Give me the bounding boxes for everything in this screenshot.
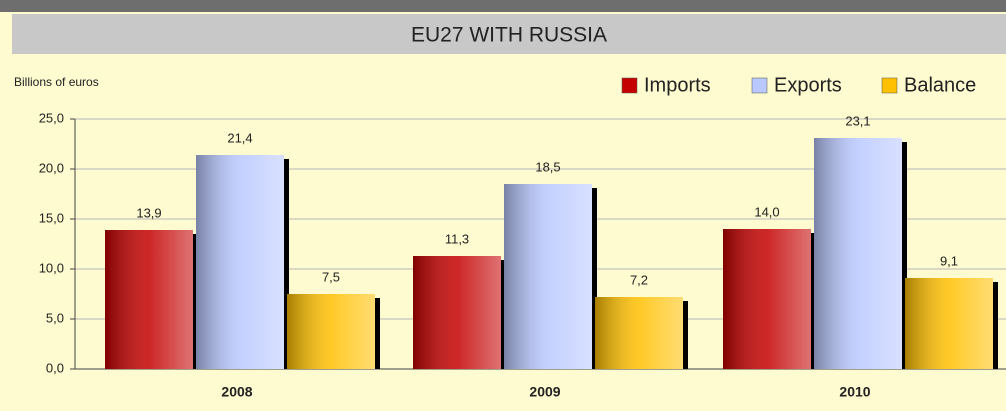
legend-label: Imports	[644, 74, 711, 96]
bar-shine	[814, 138, 902, 369]
bar-shadow	[993, 282, 998, 369]
y-tick-label: 15,0	[39, 210, 64, 225]
y-axis-label: Billions of euros	[14, 75, 99, 89]
value-label: 9,1	[940, 253, 958, 268]
legend-label: Balance	[904, 74, 976, 96]
bar-shine	[723, 229, 811, 369]
bar-shadow	[193, 234, 198, 369]
bar-shadow	[902, 142, 907, 369]
bar-shadow	[501, 260, 506, 369]
x-tick-label: 2008	[221, 384, 252, 400]
x-tick-label: 2009	[529, 384, 560, 400]
bar-shine	[196, 155, 284, 369]
value-label: 11,3	[445, 231, 469, 246]
bar-shine	[413, 256, 501, 369]
bar-shadow	[683, 301, 688, 369]
y-tick-label: 10,0	[39, 260, 64, 275]
legend-marker	[621, 77, 638, 94]
value-label: 18,5	[535, 159, 560, 174]
bar-shadow	[375, 298, 380, 369]
value-label: 23,1	[845, 113, 870, 128]
bar-shadow	[284, 159, 289, 369]
bar-shine	[287, 294, 375, 369]
value-label: 7,2	[630, 272, 648, 287]
value-label: 21,4	[227, 130, 252, 145]
value-label: 13,9	[136, 205, 161, 220]
y-tick-label: 25,0	[39, 110, 64, 125]
bar-shine	[504, 184, 592, 369]
title-band	[12, 14, 1006, 54]
legend-marker	[881, 77, 898, 94]
bar-shine	[595, 297, 683, 369]
y-tick-label: 20,0	[39, 160, 64, 175]
bar-shadow	[592, 188, 597, 369]
top-bar	[0, 0, 1006, 12]
bar-shine	[905, 278, 993, 369]
x-tick-label: 2010	[839, 384, 870, 400]
y-tick-label: 5,0	[46, 310, 64, 325]
legend-marker	[751, 77, 768, 94]
bar-shine	[105, 230, 193, 369]
bar-shadow	[811, 233, 816, 369]
chart-title: EU27 WITH RUSSIA	[411, 24, 607, 47]
y-tick-label: 0,0	[46, 360, 64, 375]
value-label: 14,0	[754, 204, 779, 219]
value-label: 7,5	[322, 269, 340, 284]
legend-label: Exports	[774, 74, 842, 96]
